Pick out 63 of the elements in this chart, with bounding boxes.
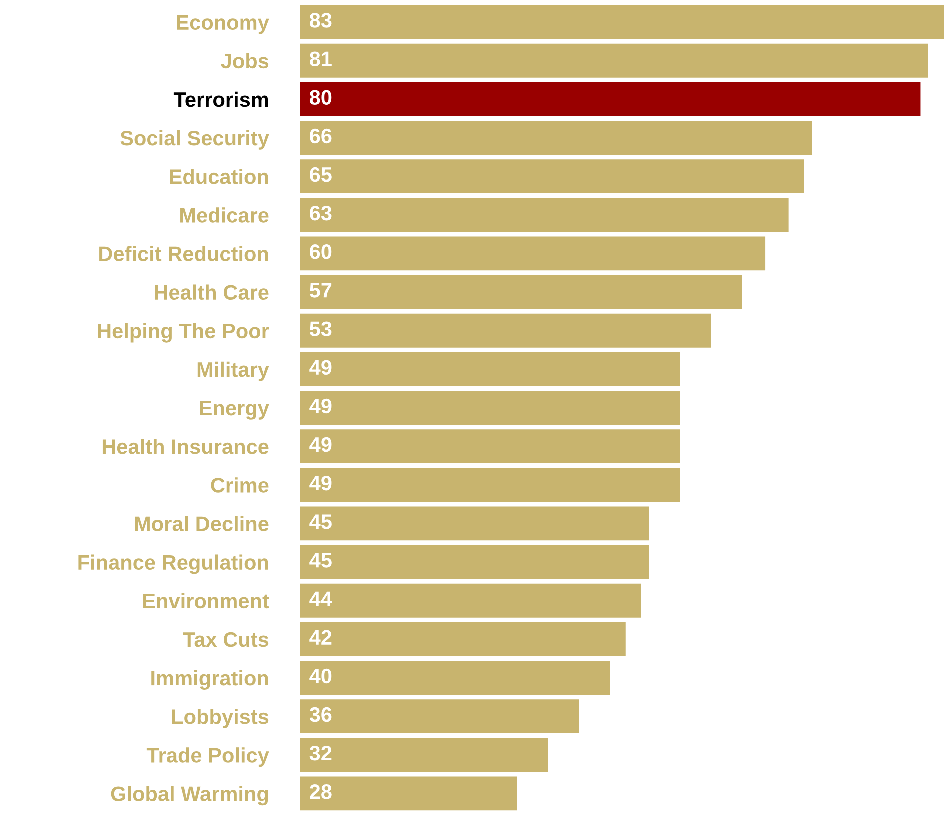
y-tick-label: Health Insurance [102,439,269,454]
y-tick-label: Tax Cuts [183,632,269,648]
data-label: 63 [310,206,332,221]
data-label: 57 [310,283,332,298]
y-tick-label: Helping The Poor [98,323,270,343]
bar [300,352,680,386]
bar [300,5,944,40]
data-label: 45 [310,514,332,530]
bar [300,506,650,541]
data-label: 83 [310,13,332,28]
bar [300,622,626,656]
data-label: 40 [310,668,332,684]
bar [300,121,812,155]
y-tick-label: Lobbyists [172,709,269,728]
bar [300,44,928,78]
y-tick-label: Health Care [155,284,269,300]
y-tick-label: Education [170,169,268,184]
bar [300,700,580,734]
y-tick-label: Military [198,362,270,382]
data-label: 36 [310,707,332,722]
bar [300,236,766,271]
data-label: 65 [310,167,332,182]
y-tick-label: Global Warming [111,786,268,806]
y-tick-label: Terrorism [174,92,268,108]
bar [300,82,921,116]
y-tick-label: Jobs [221,53,269,69]
y-tick-label: Deficit Reduction [100,246,268,262]
data-label: 28 [310,784,332,800]
y-tick-label: Economy [177,16,270,34]
bar [300,430,680,464]
bar [300,738,548,772]
y-tick-label: Crime [211,478,269,493]
data-label: 66 [310,128,332,144]
bar [300,584,642,618]
bar [300,468,680,502]
y-tick-label: Medicare [180,208,269,223]
data-label: 45 [310,553,332,568]
bar [300,275,742,310]
bar [300,661,610,695]
y-tick-label: Moral Decline [135,516,269,532]
data-label: 49 [310,437,332,452]
bar [300,545,650,580]
y-tick-label: Trade Policy [146,748,270,768]
bar [300,391,680,425]
data-label: 49 [310,398,332,414]
bar [300,776,518,811]
y-tick-label: Energy [200,401,270,420]
data-label: 60 [310,244,332,260]
data-label: 81 [310,52,332,66]
data-label: 42 [310,630,332,645]
data-label: 32 [310,746,332,761]
bar [300,198,789,232]
y-tick-label: Finance Regulation [78,554,268,574]
data-label: 49 [310,360,332,376]
data-label: 53 [310,322,332,336]
bar [300,160,804,194]
y-tick-label: Social Security [120,130,270,150]
bar [300,314,712,348]
data-label: 44 [310,592,332,606]
y-tick-label: Environment [144,593,270,609]
data-label: 49 [310,476,332,491]
y-tick-label: Immigration [152,670,268,690]
data-label: 80 [310,90,332,106]
